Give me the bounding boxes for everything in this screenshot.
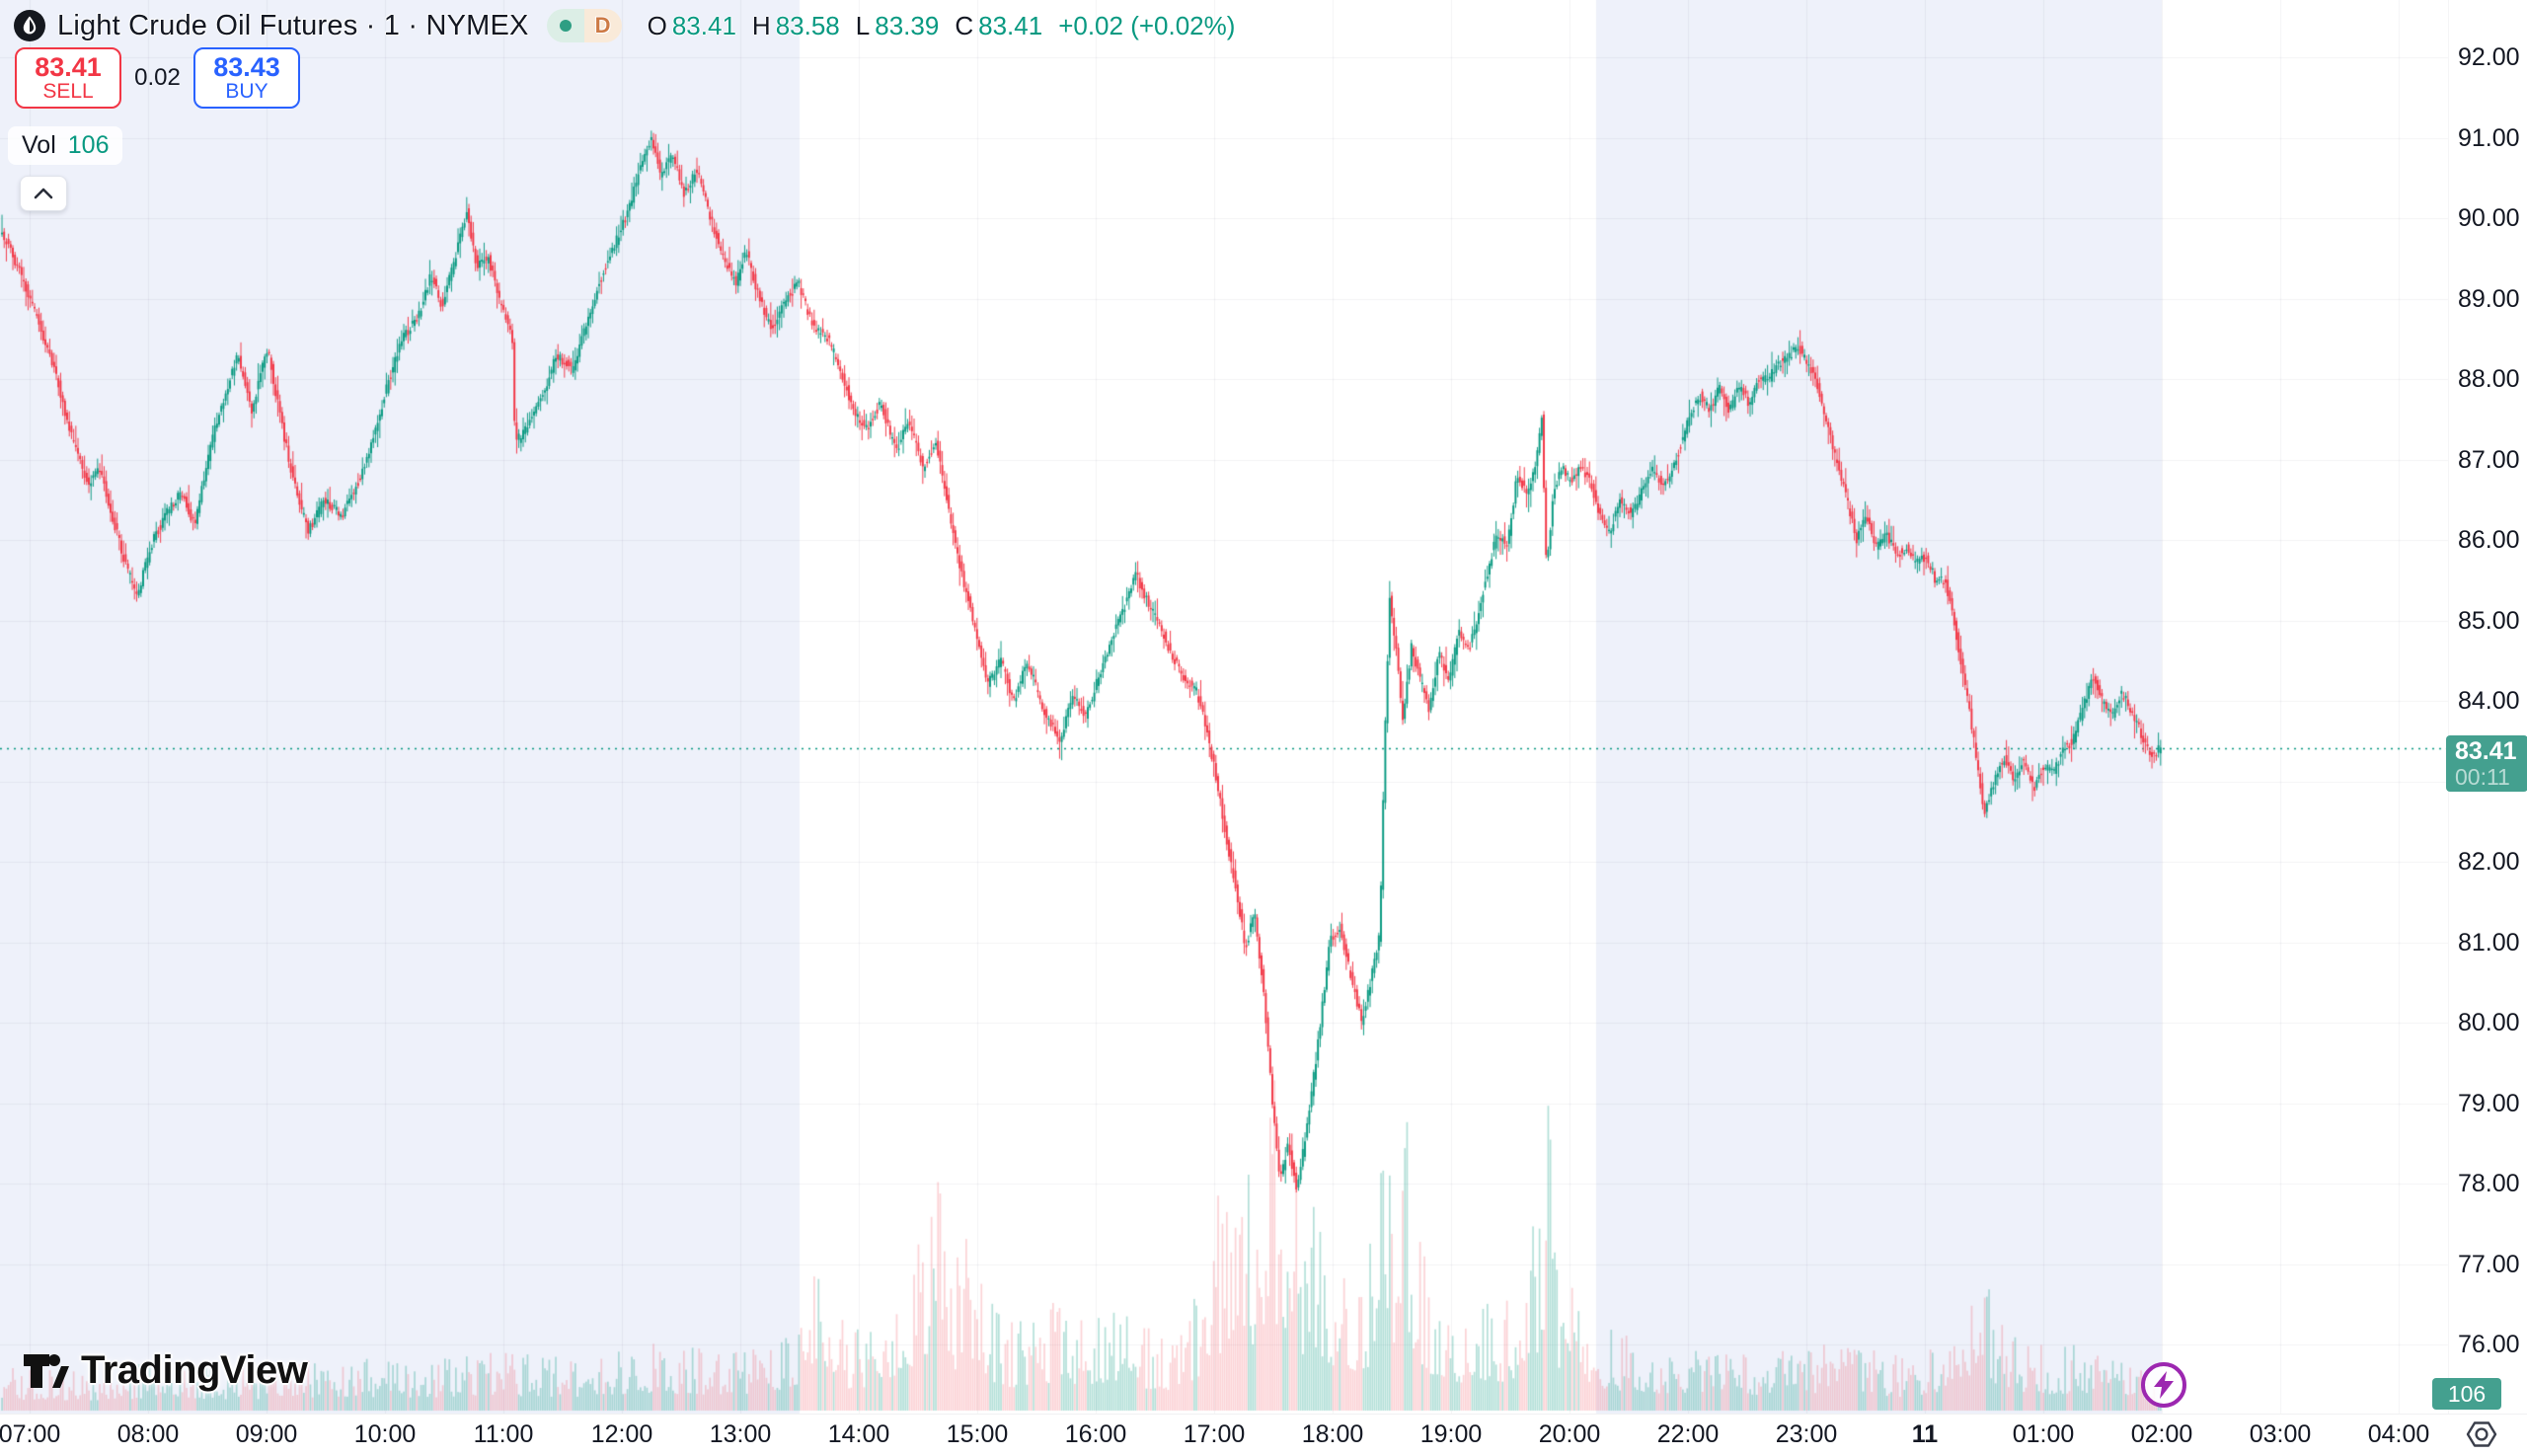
price-tick-label: 90.00: [2458, 204, 2520, 232]
oil-drop-icon: [14, 10, 45, 41]
price-tick-label: 91.00: [2458, 123, 2520, 152]
close-letter: C: [955, 10, 974, 40]
interval-d-label: D: [594, 13, 611, 38]
time-tick-label: 12:00: [590, 1420, 653, 1448]
time-tick-label: 16:00: [1064, 1420, 1127, 1448]
price-tick-label: 78.00: [2458, 1170, 2520, 1197]
price-tick-label: 84.00: [2458, 687, 2520, 715]
symbol-title[interactable]: Light Crude Oil Futures · 1 · NYMEX: [57, 9, 529, 41]
last-price-tag: 83.41 00:11: [2446, 735, 2527, 793]
time-tick-label: 17:00: [1183, 1420, 1246, 1448]
time-tick-label: 09:00: [235, 1420, 298, 1448]
price-axis[interactable]: 92.00 91.00 90.00 89.00 88.00 87.00 86.00 85.00…: [2432, 0, 2527, 1414]
buy-button[interactable]: 83.43 BUY: [193, 47, 300, 109]
price-tick-label: 85.00: [2458, 606, 2520, 635]
price-tick-label: 89.00: [2458, 284, 2520, 313]
volume-indicator-legend[interactable]: Vol 106: [8, 126, 123, 165]
time-tick-label: 22:00: [1656, 1420, 1720, 1448]
volume-indicator-label: Vol: [22, 131, 56, 159]
low-value: 83.39: [875, 10, 940, 40]
price-tick-label: 86.00: [2458, 526, 2520, 554]
buy-price: 83.43: [213, 51, 280, 82]
chevron-up-icon: [34, 188, 53, 199]
time-tick-label: 02:00: [2130, 1420, 2193, 1448]
price-tick-label: 80.00: [2458, 1009, 2520, 1036]
bar-countdown: 00:11: [2455, 764, 2510, 791]
time-tick-label: 13:00: [709, 1420, 772, 1448]
time-tick-label: 10:00: [353, 1420, 417, 1448]
symbol-title-row: Light Crude Oil Futures · 1 · NYMEX D O …: [14, 6, 1235, 45]
time-tick-label: 01:00: [2012, 1420, 2075, 1448]
price-tick-label: 79.00: [2458, 1089, 2520, 1117]
chart-legend: Light Crude Oil Futures · 1 · NYMEX D O …: [8, 6, 1235, 211]
high-letter: H: [751, 10, 771, 40]
tradingview-watermark-text: TradingView: [81, 1348, 308, 1392]
open-value: 83.41: [671, 10, 736, 40]
price-tick-label: 76.00: [2458, 1331, 2520, 1358]
time-tick-label: 20:00: [1538, 1420, 1601, 1448]
trade-buttons-row: 83.41 SELL 0.02 83.43 BUY: [15, 47, 300, 109]
time-tick-label: 19:00: [1419, 1420, 1483, 1448]
change-value: +0.02 (+0.02%): [1058, 10, 1236, 40]
volume-indicator-value: 106: [67, 131, 110, 159]
tradingview-watermark[interactable]: TradingView: [22, 1348, 308, 1393]
sell-button[interactable]: 83.41 SELL: [15, 47, 121, 109]
price-tick-label: 88.00: [2458, 365, 2520, 393]
instant-trading-button[interactable]: [2141, 1362, 2186, 1408]
volume-axis-tag: 106: [2432, 1378, 2501, 1410]
time-tick-label: 07:00: [0, 1420, 61, 1448]
market-status-interval-badge[interactable]: D: [546, 9, 622, 42]
time-tick-label: 15:00: [946, 1420, 1009, 1448]
tradingview-logo-icon: [24, 1353, 69, 1388]
price-tick-label: 92.00: [2458, 43, 2520, 71]
interval-d-bg: D: [583, 9, 622, 42]
time-tick-label: 08:00: [116, 1420, 180, 1448]
spread-value: 0.02: [134, 64, 181, 91]
sell-label: SELL: [42, 80, 94, 104]
low-letter: L: [855, 10, 871, 40]
legend-collapse-button[interactable]: [20, 176, 67, 211]
price-tick-label: 81.00: [2458, 928, 2520, 957]
last-price-value: 83.41: [2455, 737, 2517, 766]
time-tick-label: 04:00: [2367, 1420, 2430, 1448]
price-tick-label: 87.00: [2458, 445, 2520, 474]
market-open-dot-icon: [559, 20, 572, 32]
price-tick-label: 77.00: [2458, 1250, 2520, 1278]
time-tick-label: 11:00: [473, 1420, 534, 1448]
sell-price: 83.41: [35, 51, 102, 82]
market-status-dot-bg: [546, 9, 584, 42]
close-value: 83.41: [978, 10, 1043, 40]
ohlc-values-row: O 83.41 H 83.58 L 83.39 C 83.41 +0.02 (+…: [648, 11, 1236, 41]
price-tick-label: 82.00: [2458, 848, 2520, 876]
time-tick-label: 18:00: [1301, 1420, 1364, 1448]
open-letter: O: [647, 10, 667, 40]
time-tick-label: 23:00: [1775, 1420, 1838, 1448]
time-tick-label: 14:00: [827, 1420, 890, 1448]
buy-label: BUY: [225, 80, 268, 104]
high-value: 83.58: [775, 10, 840, 40]
hexagon-gear-icon[interactable]: [2465, 1418, 2498, 1456]
time-tick-label: 03:00: [2249, 1420, 2312, 1448]
lightning-icon: [2154, 1371, 2174, 1399]
time-tick-label: 11: [1911, 1420, 1939, 1448]
time-axis[interactable]: 07:00 08:00 09:00 10:00 11:00 12:00 13:00 14:00…: [0, 1414, 2527, 1456]
